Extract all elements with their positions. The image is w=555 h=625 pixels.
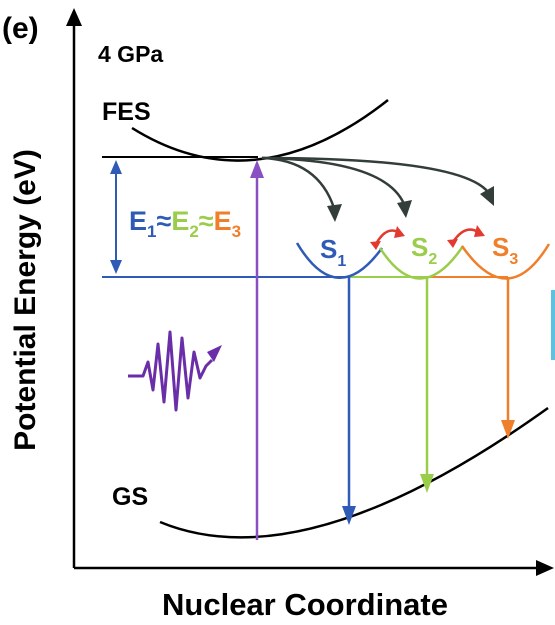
energy-gap-arrowhead-top xyxy=(110,160,122,174)
s3-emission-arrowhead xyxy=(501,420,515,439)
e1-subscript: 1 xyxy=(147,222,156,241)
s3-label: S3 xyxy=(492,232,518,268)
e3-label: E xyxy=(214,206,232,236)
x-axis-arrowhead xyxy=(536,560,554,576)
approx-symbol-2: ≈ xyxy=(199,206,214,236)
excitation-arrowhead xyxy=(250,160,264,178)
transfer-arrow-to-s1 xyxy=(261,156,336,209)
transfer-arrowhead-s2 xyxy=(397,200,412,218)
s1-well-curve xyxy=(295,242,384,279)
e3-subscript: 3 xyxy=(232,222,241,241)
gs-label: GS xyxy=(112,483,148,511)
energy-gap-arrowhead-bottom xyxy=(110,260,122,274)
s2-label: S2 xyxy=(411,232,437,268)
y-axis-label: Potential Energy (eV) xyxy=(9,149,42,451)
transfer-arrowhead-s3 xyxy=(480,186,494,206)
e2-label: E xyxy=(171,206,189,236)
transfer-arrow-to-s3 xyxy=(261,156,489,193)
cropped-edge-element xyxy=(551,290,555,360)
s1-emission-arrowhead xyxy=(342,506,356,525)
panel-label: (e) xyxy=(2,12,39,45)
y-axis-arrowhead xyxy=(66,8,82,26)
gs-curve xyxy=(159,406,549,539)
e1-label: E xyxy=(129,206,147,236)
exchange-arrow-s1-s2 xyxy=(370,226,405,250)
transfer-arrowhead-s1 xyxy=(327,204,342,222)
fes-label: FES xyxy=(102,98,151,126)
exchange-arrow-s2-s3 xyxy=(447,225,485,248)
energy-relation-label: E1≈E2≈E3 xyxy=(129,206,241,241)
pressure-label: 4 GPa xyxy=(98,41,163,67)
s2-well-curve xyxy=(378,245,465,280)
fes-curve xyxy=(131,99,389,162)
s2-emission-arrowhead xyxy=(420,474,434,493)
s1-label: S1 xyxy=(320,234,346,270)
transfer-arrow-to-s2 xyxy=(261,156,406,205)
wavy-light-pulse-icon xyxy=(128,330,222,412)
x-axis-label: Nuclear Coordinate xyxy=(162,587,448,622)
approx-symbol-1: ≈ xyxy=(156,206,171,236)
e2-subscript: 2 xyxy=(189,222,198,241)
